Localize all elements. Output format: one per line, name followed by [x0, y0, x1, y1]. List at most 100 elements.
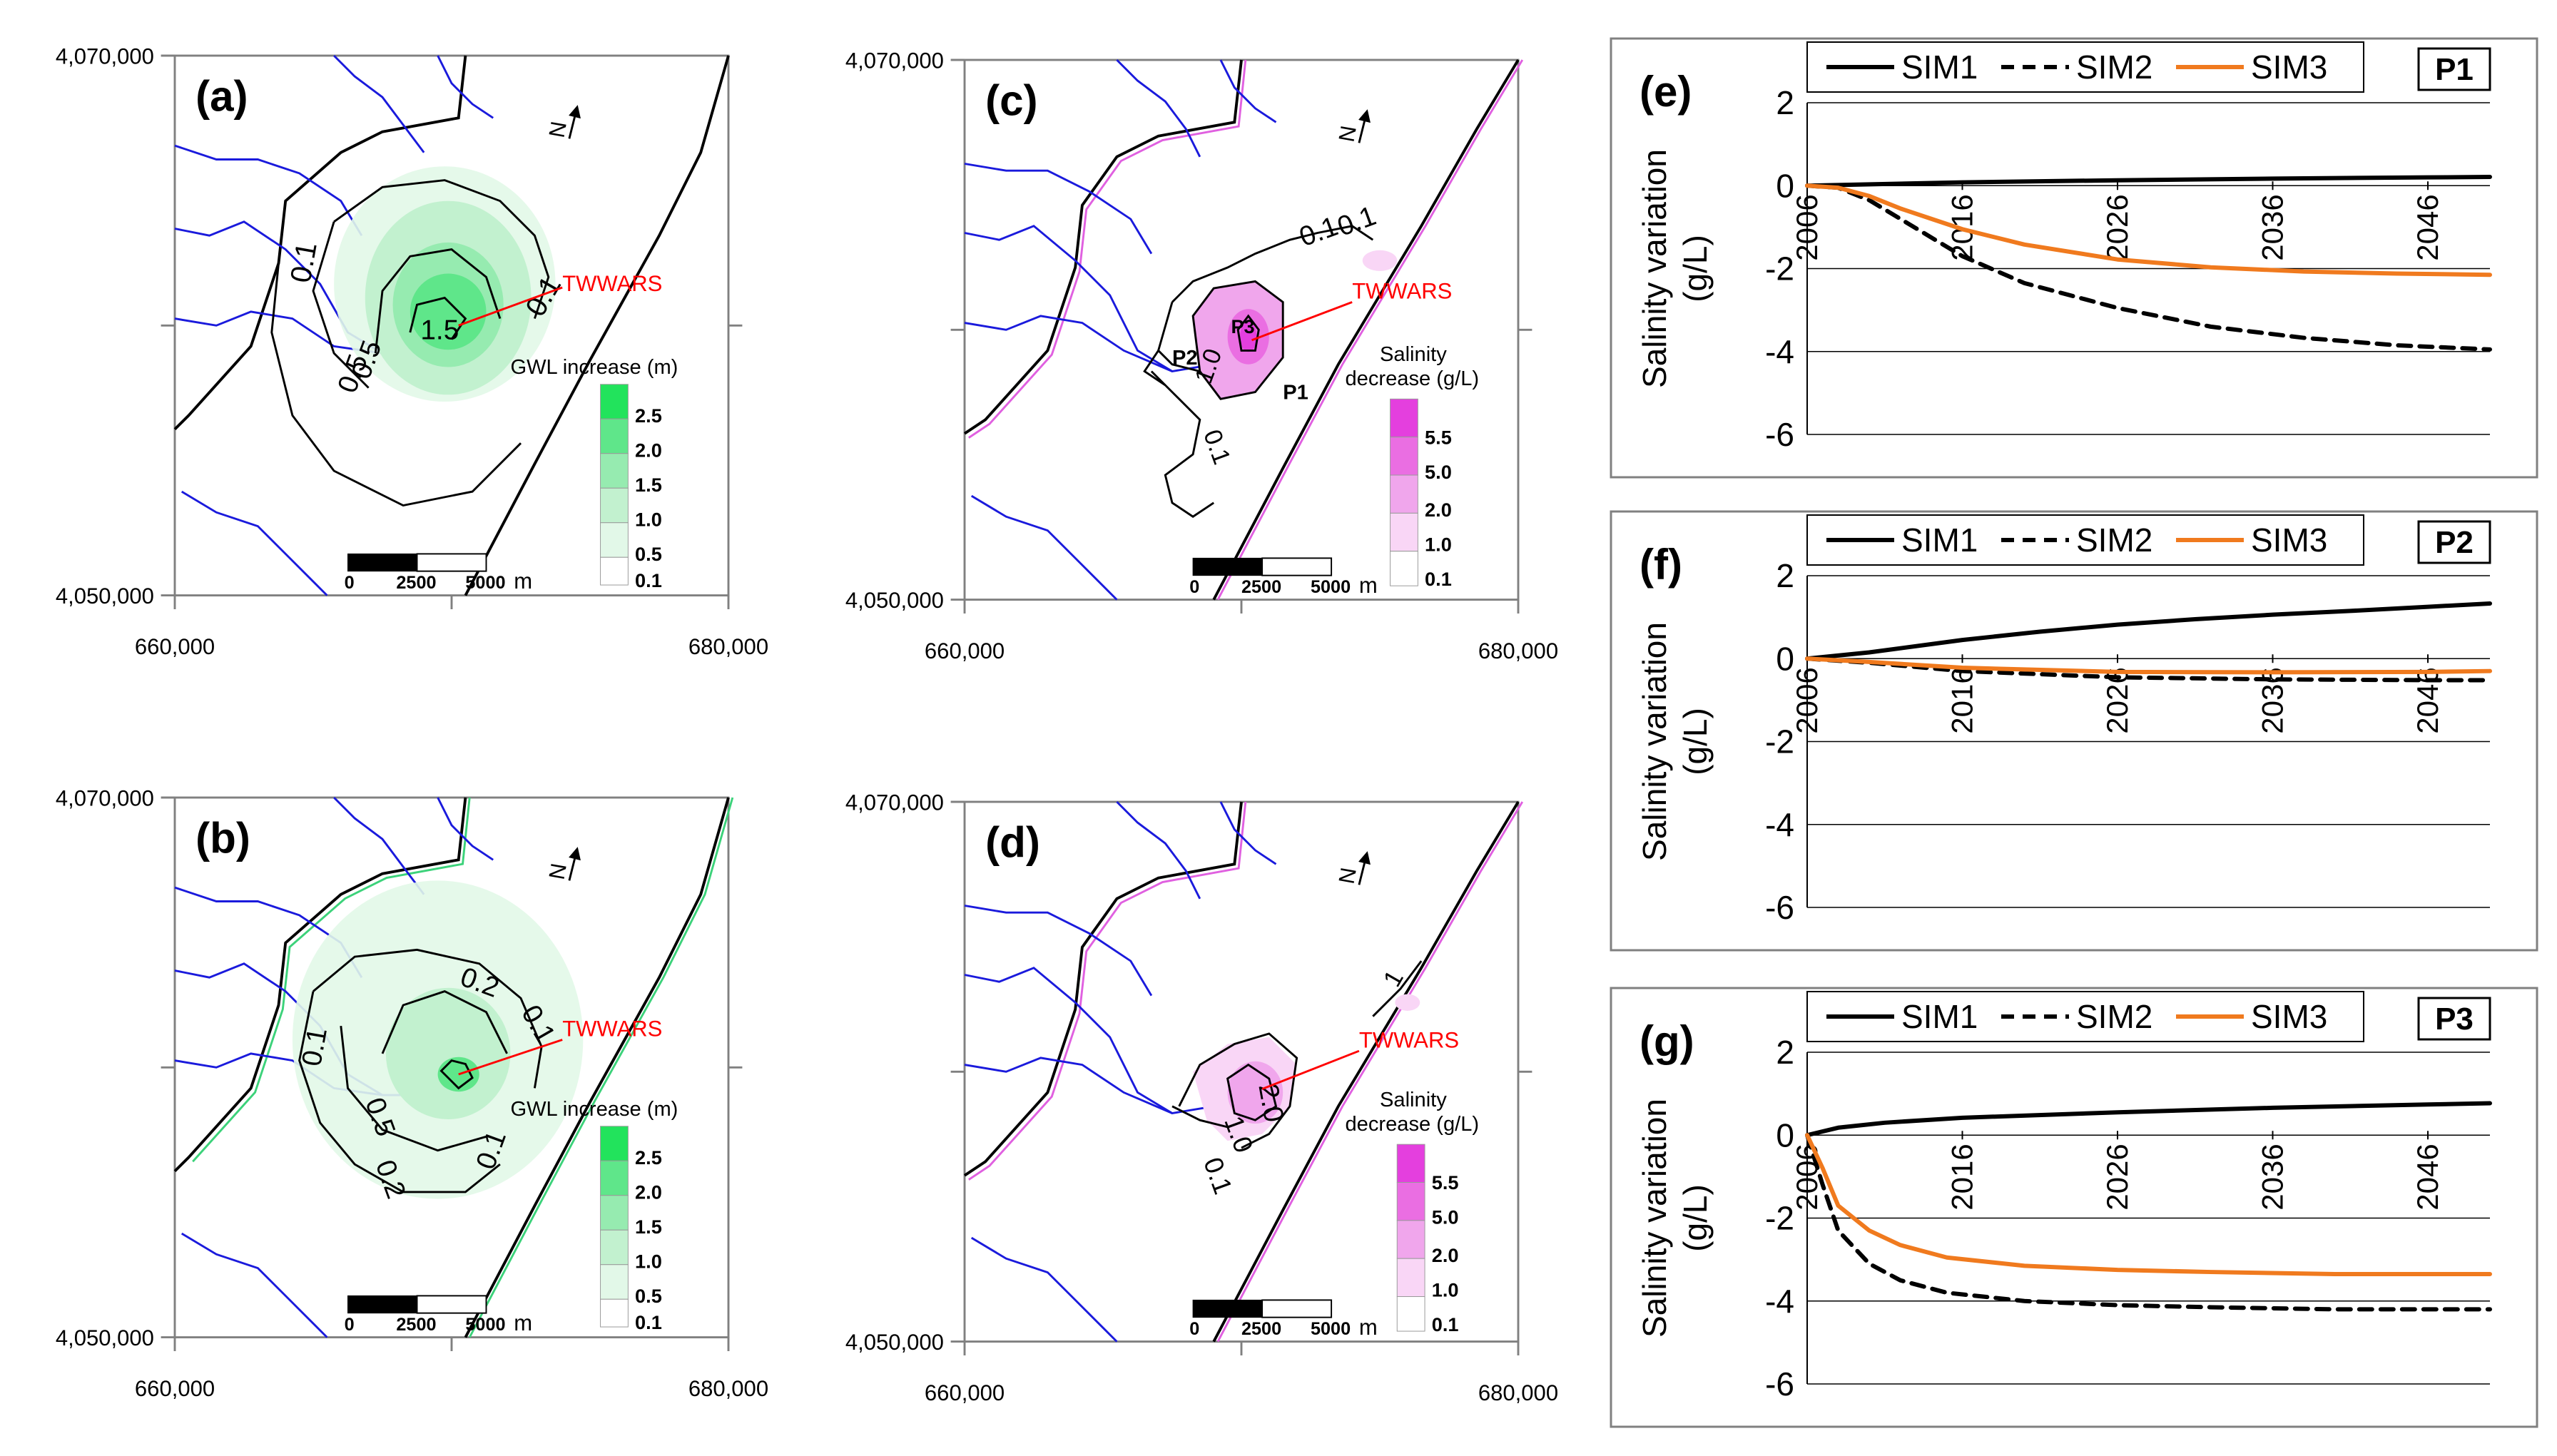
color-legend	[1396, 1144, 1425, 1332]
y-tick-label: -4	[1765, 333, 1794, 370]
y-axis-title: Salinity variation	[1636, 622, 1673, 861]
scale-label: 2500	[396, 1315, 436, 1335]
legend-level: 0.1	[635, 1311, 662, 1333]
y-axis-label: 4,070,000	[845, 49, 944, 73]
coastline	[464, 55, 730, 596]
chart-panel-label: (g)	[1640, 1017, 1694, 1065]
scale-label: m	[514, 569, 532, 594]
legend-level: 0.1	[1425, 568, 1452, 590]
series-line-sim2	[1805, 183, 2492, 352]
legend-level: 1.0	[1432, 1279, 1459, 1301]
legend-box	[1806, 514, 2364, 566]
scale-label: m	[1359, 1315, 1378, 1340]
legend-level: 2.0	[1425, 499, 1452, 521]
north-label: N	[544, 861, 571, 881]
color-legend	[600, 1126, 629, 1328]
scale-label: 2500	[1241, 577, 1281, 597]
x-axis-label: 680,000	[1478, 638, 1558, 663]
legend-label: SIM3	[2251, 49, 2327, 86]
map-contour-label: 0.1	[284, 240, 323, 285]
legend-title: decrease (g/L)	[1346, 367, 1480, 390]
y-axis-title: (g/L)	[1677, 235, 1714, 302]
chart-frame	[1610, 37, 2538, 479]
legend-label: SIM3	[2251, 998, 2327, 1035]
scale-label: 5000	[465, 573, 505, 593]
legend-level: 0.1	[1432, 1313, 1459, 1335]
point-label-box	[2417, 520, 2491, 564]
map-contour-label: 1	[1378, 966, 1408, 992]
map-panel-label: (a)	[195, 73, 248, 121]
map-contour-label: 0.1	[296, 1025, 333, 1069]
chart-frame	[1610, 510, 2538, 952]
y-tick-label: -2	[1765, 1200, 1794, 1237]
salinity-fill	[1193, 250, 1398, 399]
x-tick-label: 2036	[2256, 1144, 2289, 1210]
coastline-outline	[468, 797, 734, 1338]
rivers	[964, 58, 1277, 601]
x-tick-label: 2016	[1946, 1144, 1979, 1210]
y-tick-label: 0	[1776, 167, 1794, 204]
legend-level: 2.0	[635, 439, 662, 462]
scale-label: 5000	[465, 1315, 505, 1335]
map-panel-label: (b)	[195, 815, 250, 862]
legend-level: 1.5	[635, 1216, 662, 1238]
y-tick-label: 2	[1776, 557, 1794, 594]
legend-label: SIM1	[1901, 49, 1978, 86]
legend-level: 1.0	[635, 509, 662, 531]
series-line-sim1	[1805, 601, 2492, 661]
scale-label: 2500	[1241, 1319, 1281, 1339]
x-tick-label: 2016	[1946, 667, 1979, 733]
north-label: N	[1334, 123, 1361, 143]
scale-label: 0	[1189, 577, 1199, 597]
legend-label: SIM2	[2076, 49, 2152, 86]
legend-label: SIM1	[1901, 521, 1978, 559]
legend-level: 5.0	[1432, 1206, 1459, 1228]
y-tick-label: -4	[1765, 806, 1794, 843]
x-axis-label: 660,000	[135, 634, 215, 659]
y-tick-label: -6	[1765, 1365, 1794, 1402]
legend-label: SIM2	[2076, 521, 2152, 559]
x-axis-label: 680,000	[1478, 1380, 1558, 1405]
legend-box	[1806, 41, 2364, 93]
legend-level: 1.0	[635, 1251, 662, 1273]
y-axis-title: Salinity variation	[1636, 1099, 1673, 1338]
x-tick-label: 2006	[1790, 667, 1824, 733]
y-axis-title: (g/L)	[1677, 708, 1714, 775]
site-pointer	[1251, 301, 1353, 342]
site-label: TWWARS	[1359, 1027, 1459, 1052]
legend-label: SIM2	[2076, 998, 2152, 1035]
y-tick-label: 0	[1776, 640, 1794, 677]
site-pointer	[1261, 1049, 1360, 1090]
x-tick-label: 2046	[2411, 194, 2444, 260]
scale-label: 0	[345, 1315, 355, 1335]
legend-label: SIM3	[2251, 521, 2327, 559]
map-contour-label: 2.0	[1252, 1081, 1289, 1125]
series-line-sim2	[1805, 1133, 2492, 1312]
aquifer-boundary-outline	[968, 59, 1247, 439]
scale-bar	[347, 553, 487, 572]
chart-panel-label: (e)	[1640, 68, 1692, 116]
series-line-sim3	[1805, 1133, 2492, 1276]
line-charts: 2 0 -2 -4 -6 2006 2016 2026 2036 2046 Salinity var…	[1610, 37, 2538, 1428]
site-pointer	[458, 1039, 563, 1076]
x-axis-label: 680,000	[688, 634, 768, 659]
north-arrow-icon: N	[544, 847, 581, 882]
contours	[1143, 225, 1374, 518]
legend-level: 1.5	[635, 474, 662, 496]
site-pointer	[458, 286, 563, 327]
contours	[1171, 960, 1423, 1149]
legend-title: decrease (g/L)	[1346, 1113, 1480, 1136]
legend-box	[1806, 991, 2364, 1042]
site-label: TWWARS	[562, 1017, 662, 1042]
scale-label: 0	[1189, 1319, 1199, 1339]
x-axis-label: 680,000	[688, 1376, 768, 1401]
series-line-sim1	[1805, 175, 2492, 188]
legend-level: 2.0	[635, 1181, 662, 1203]
map-panel-label: (d)	[985, 819, 1040, 867]
x-tick-label: 2046	[2411, 1144, 2444, 1210]
north-label: N	[1334, 865, 1361, 885]
